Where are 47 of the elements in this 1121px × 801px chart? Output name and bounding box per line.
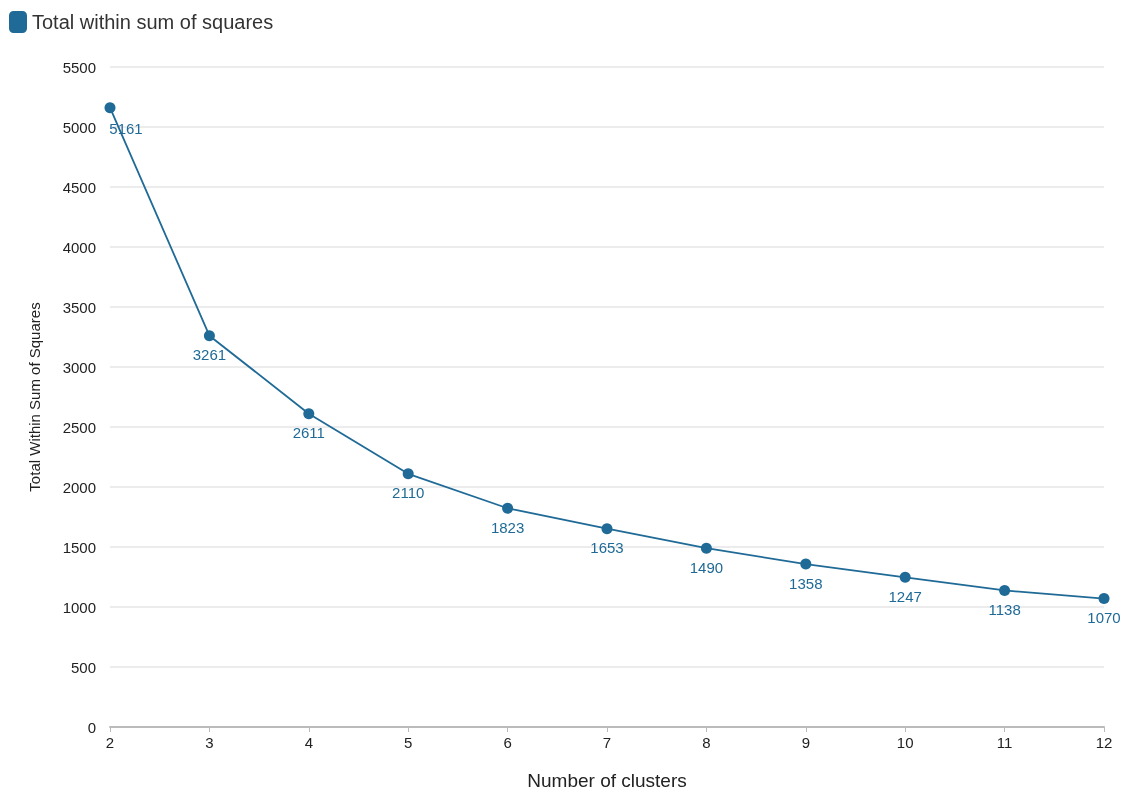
x-tick-label: 5 bbox=[404, 734, 413, 751]
y-tick-label: 1500 bbox=[62, 538, 96, 556]
y-axis-title: Total Within Sum of Squares bbox=[26, 302, 43, 492]
data-label: 2611 bbox=[292, 424, 325, 442]
y-tick-label: 5500 bbox=[62, 58, 96, 76]
data-label: 2110 bbox=[392, 484, 425, 502]
x-tick-label: 10 bbox=[896, 734, 914, 751]
point bbox=[700, 542, 712, 554]
data-label: 1823 bbox=[490, 518, 525, 536]
y-tick-label: 500 bbox=[70, 658, 96, 676]
y-tick-label: 4500 bbox=[62, 178, 96, 196]
data-label: 1490 bbox=[689, 558, 724, 576]
point bbox=[303, 408, 315, 420]
x-tick-label: 7 bbox=[602, 734, 612, 751]
point bbox=[203, 330, 215, 342]
x-tick-label: 3 bbox=[205, 734, 214, 751]
point bbox=[502, 502, 514, 514]
x-tick-label: 6 bbox=[503, 734, 512, 751]
y-tick-label: 2500 bbox=[62, 418, 96, 436]
point bbox=[899, 571, 911, 583]
data-label: 1138 bbox=[988, 600, 1021, 618]
point bbox=[104, 102, 116, 114]
x-tick-label: 8 bbox=[702, 734, 711, 751]
x-tick-label: 12 bbox=[1095, 734, 1113, 751]
x-tick-label: 11 bbox=[996, 734, 1013, 751]
y-tick-label: 2000 bbox=[62, 478, 96, 496]
y-tick-label: 3500 bbox=[62, 298, 96, 316]
x-tick-label: 2 bbox=[105, 734, 115, 751]
data-label: 1070 bbox=[1087, 609, 1121, 627]
y-tick-label: 5000 bbox=[62, 118, 96, 136]
y-tick-label: 4000 bbox=[62, 238, 96, 256]
point bbox=[999, 584, 1011, 596]
x-tick-label: 9 bbox=[801, 734, 810, 751]
y-tick-label: 0 bbox=[87, 718, 96, 736]
legend-label: Total within sum of squares bbox=[32, 11, 274, 33]
x-tick-label: 4 bbox=[304, 734, 313, 751]
point bbox=[402, 468, 414, 480]
point bbox=[1098, 593, 1110, 605]
x-axis-title: Number of clusters bbox=[527, 770, 687, 791]
y-tick-label: 1000 bbox=[62, 598, 96, 616]
data-label: 3261 bbox=[192, 346, 227, 364]
data-label: 1358 bbox=[789, 574, 823, 592]
point bbox=[601, 523, 613, 535]
data-label: 1653 bbox=[590, 539, 624, 557]
y-tick-label: 3000 bbox=[62, 358, 96, 376]
data-label: 1247 bbox=[888, 587, 922, 605]
point bbox=[800, 558, 812, 570]
